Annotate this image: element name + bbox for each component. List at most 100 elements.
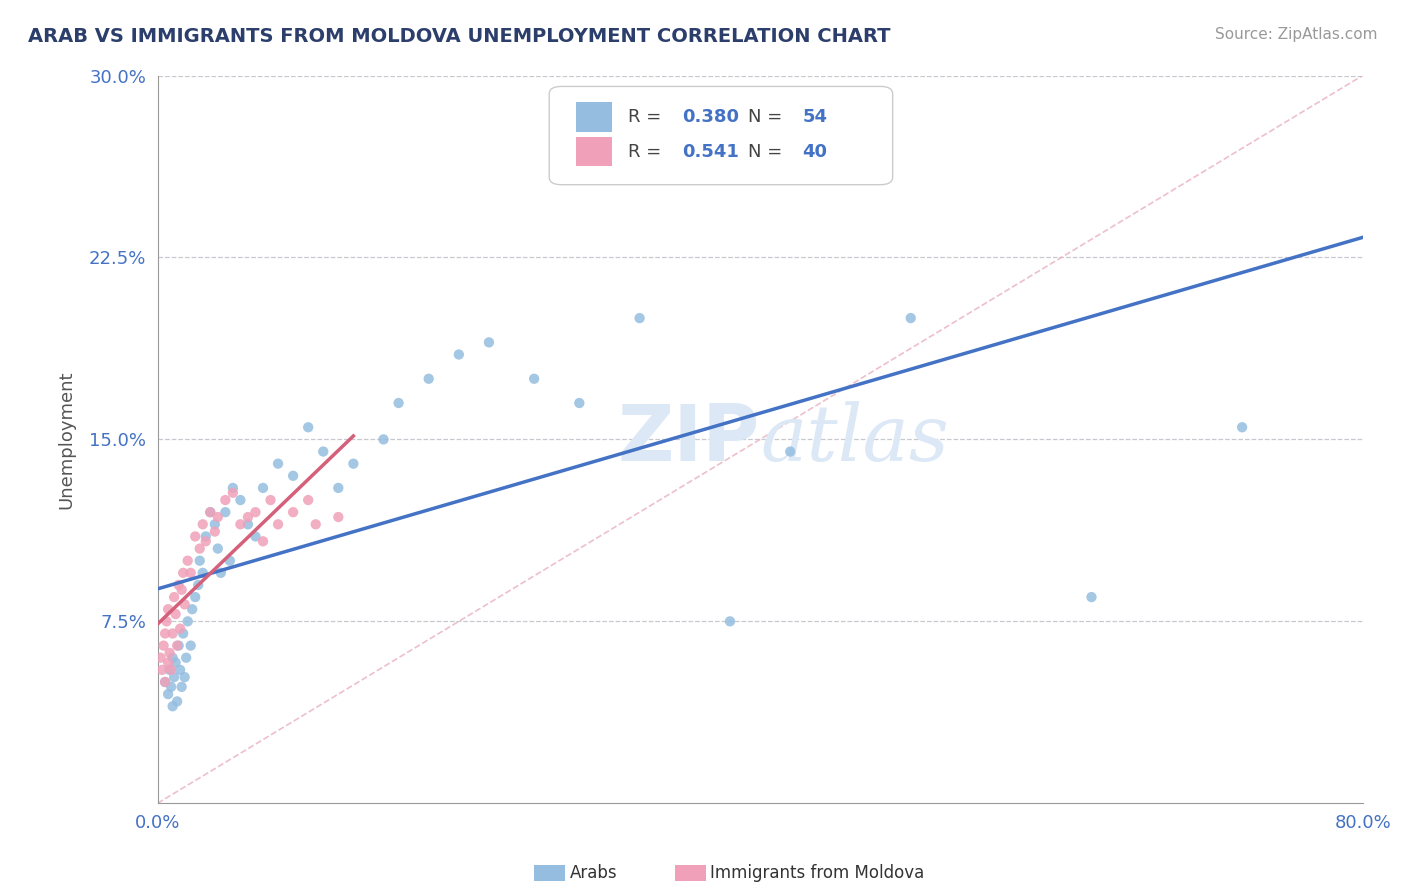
Point xyxy=(222,481,245,495)
Point xyxy=(153,675,176,690)
Point xyxy=(824,165,846,179)
Point xyxy=(214,493,236,508)
Point xyxy=(342,457,364,471)
Point xyxy=(447,347,470,361)
Point xyxy=(297,493,319,508)
Point xyxy=(194,529,217,543)
Text: Source: ZipAtlas.com: Source: ZipAtlas.com xyxy=(1215,27,1378,42)
Point xyxy=(267,457,290,471)
Point xyxy=(181,602,204,616)
Point xyxy=(172,566,194,580)
Point xyxy=(194,534,217,549)
Point xyxy=(229,517,252,532)
Point xyxy=(387,396,409,410)
Point xyxy=(188,554,211,568)
Point xyxy=(170,680,193,694)
Point xyxy=(200,505,222,519)
Point xyxy=(176,554,198,568)
Point xyxy=(160,680,183,694)
Text: R =: R = xyxy=(627,143,666,161)
Point xyxy=(162,699,184,714)
Point xyxy=(157,602,180,616)
Point xyxy=(207,541,229,556)
Point xyxy=(157,687,180,701)
Point xyxy=(153,675,176,690)
Point xyxy=(159,663,181,677)
Point xyxy=(252,481,274,495)
Bar xyxy=(575,103,612,131)
Point xyxy=(209,566,232,580)
Point xyxy=(167,639,190,653)
Point xyxy=(297,420,319,434)
Point xyxy=(163,670,186,684)
Text: Immigrants from Moldova: Immigrants from Moldova xyxy=(710,864,924,882)
Text: 0.380: 0.380 xyxy=(682,108,738,126)
Point xyxy=(180,639,202,653)
Point xyxy=(172,626,194,640)
FancyBboxPatch shape xyxy=(550,87,893,185)
Point xyxy=(169,663,191,677)
Point xyxy=(173,598,195,612)
Point xyxy=(207,510,229,524)
Point xyxy=(176,615,198,629)
Point xyxy=(568,396,591,410)
Point xyxy=(229,493,252,508)
Text: R =: R = xyxy=(627,108,666,126)
Point xyxy=(236,510,259,524)
Point xyxy=(328,510,350,524)
Point xyxy=(170,582,193,597)
Text: ARAB VS IMMIGRANTS FROM MOLDOVA UNEMPLOYMENT CORRELATION CHART: ARAB VS IMMIGRANTS FROM MOLDOVA UNEMPLOY… xyxy=(28,27,890,45)
Point xyxy=(328,481,350,495)
Point xyxy=(305,517,328,532)
Point xyxy=(169,622,191,636)
Point xyxy=(259,493,281,508)
Point xyxy=(162,650,184,665)
Point xyxy=(165,656,187,670)
Point xyxy=(1230,420,1253,434)
Point xyxy=(718,615,741,629)
Point xyxy=(165,607,187,621)
Point xyxy=(150,663,173,677)
Point xyxy=(245,529,267,543)
Point xyxy=(523,372,546,386)
Point xyxy=(204,517,226,532)
Point xyxy=(281,468,304,483)
Text: ZIP: ZIP xyxy=(617,401,761,477)
Point xyxy=(180,566,202,580)
Point xyxy=(267,517,290,532)
Point xyxy=(187,578,209,592)
Point xyxy=(167,578,190,592)
Point xyxy=(1080,590,1102,604)
Point xyxy=(184,529,207,543)
Point xyxy=(188,541,211,556)
Point xyxy=(478,335,501,350)
Y-axis label: Unemployment: Unemployment xyxy=(58,370,75,508)
Point xyxy=(173,670,195,684)
Point xyxy=(191,566,214,580)
Point xyxy=(149,650,172,665)
Point xyxy=(204,524,226,539)
Point xyxy=(160,663,183,677)
Point xyxy=(236,517,259,532)
Text: Arabs: Arabs xyxy=(569,864,617,882)
Point xyxy=(166,639,188,653)
Point xyxy=(200,505,222,519)
Text: N =: N = xyxy=(748,108,787,126)
Point xyxy=(900,311,922,326)
Point xyxy=(312,444,335,458)
Bar xyxy=(575,137,612,167)
Point xyxy=(218,554,240,568)
Point xyxy=(166,694,188,708)
Text: 54: 54 xyxy=(803,108,827,126)
Text: 40: 40 xyxy=(803,143,827,161)
Point xyxy=(373,433,395,447)
Point xyxy=(245,505,267,519)
Point xyxy=(152,639,174,653)
Point xyxy=(281,505,304,519)
Text: 0.541: 0.541 xyxy=(682,143,738,161)
Text: atlas: atlas xyxy=(761,401,949,477)
Point xyxy=(418,372,440,386)
Text: N =: N = xyxy=(748,143,787,161)
Point xyxy=(155,615,177,629)
Point xyxy=(214,505,236,519)
